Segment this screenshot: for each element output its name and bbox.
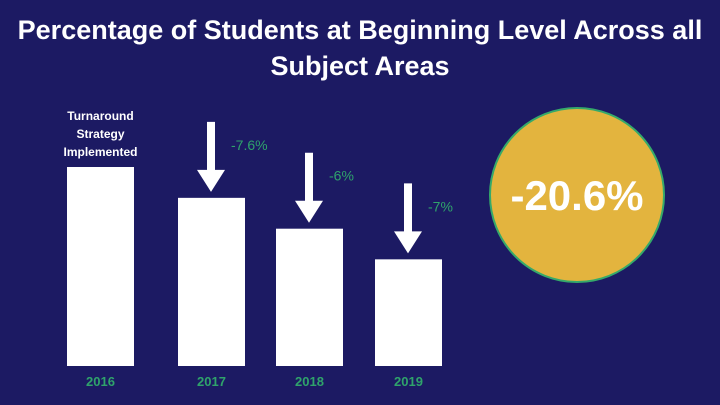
change-label-2017: -7.6% xyxy=(231,137,268,153)
bar-2019 xyxy=(375,259,442,366)
annotation-line: Turnaround xyxy=(67,109,133,123)
total-change-circle xyxy=(489,107,665,283)
arrows-group xyxy=(197,121,422,254)
x-tick-label-2018: 2018 xyxy=(295,374,324,389)
x-tick-label-2016: 2016 xyxy=(86,374,115,389)
x-tick-label-2017: 2017 xyxy=(197,374,226,389)
bar-2018 xyxy=(276,228,343,366)
change-label-2018: -6% xyxy=(329,168,354,184)
annotation-line: Strategy xyxy=(76,127,124,141)
annotation-line: Implemented xyxy=(63,145,137,159)
total-change-label: -20.6% xyxy=(510,172,643,219)
down-arrow-icon xyxy=(197,121,225,192)
down-arrow-icon xyxy=(394,183,422,254)
bar-2017 xyxy=(178,197,245,366)
slide-title: Percentage of Students at Beginning Leve… xyxy=(17,15,703,81)
x-tick-label-2019: 2019 xyxy=(394,374,423,389)
bar-2016 xyxy=(67,167,134,366)
bars-group xyxy=(67,167,442,366)
down-arrow-icon xyxy=(295,152,323,223)
total-change-group: -20.6% xyxy=(489,107,665,283)
change-label-2019: -7% xyxy=(428,198,453,214)
labels-group: 2016 2017 2018 2019 -7.6% -6% -7% Turnaround Str… xyxy=(63,109,452,389)
